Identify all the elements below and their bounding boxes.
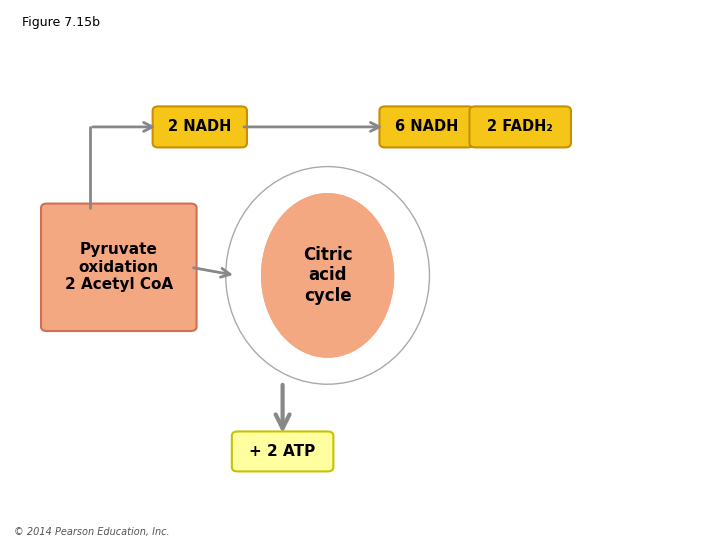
Ellipse shape — [261, 193, 395, 357]
Ellipse shape — [261, 193, 395, 357]
FancyBboxPatch shape — [469, 106, 571, 147]
Text: 6 NADH: 6 NADH — [395, 119, 459, 134]
Polygon shape — [229, 169, 426, 382]
Text: + 2 ATP: + 2 ATP — [249, 444, 316, 459]
FancyBboxPatch shape — [41, 204, 197, 331]
FancyBboxPatch shape — [232, 431, 333, 471]
Text: 2 FADH₂: 2 FADH₂ — [487, 119, 553, 134]
Text: Figure 7.15b: Figure 7.15b — [22, 16, 99, 29]
Text: 2 NADH: 2 NADH — [168, 119, 232, 134]
Text: © 2014 Pearson Education, Inc.: © 2014 Pearson Education, Inc. — [14, 527, 170, 537]
Text: Pyruvate
oxidation
2 Acetyl CoA: Pyruvate oxidation 2 Acetyl CoA — [65, 242, 173, 292]
Text: Citric
acid
cycle: Citric acid cycle — [303, 246, 352, 305]
FancyBboxPatch shape — [379, 106, 474, 147]
FancyBboxPatch shape — [153, 106, 247, 147]
